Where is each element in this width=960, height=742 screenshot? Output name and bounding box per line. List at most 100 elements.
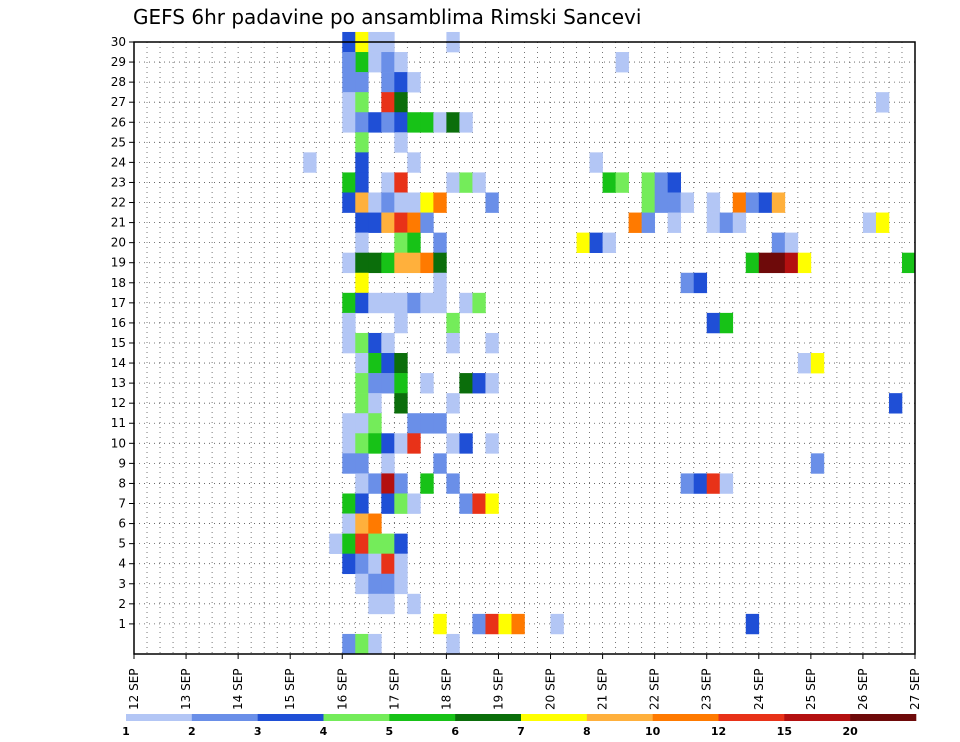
precip-cell xyxy=(355,272,369,294)
precip-cell xyxy=(706,312,721,334)
precip-cell xyxy=(446,633,460,655)
legend-swatch xyxy=(586,714,653,721)
y-tick-label: 24 xyxy=(111,155,126,169)
y-tick-label: 25 xyxy=(111,135,126,149)
precip-cell xyxy=(355,493,369,514)
precip-cell xyxy=(368,52,382,73)
legend-label: 5 xyxy=(386,725,394,738)
precip-cell xyxy=(407,112,421,133)
precip-cell xyxy=(368,513,382,534)
legend-swatch xyxy=(323,714,390,721)
precip-cell xyxy=(602,232,616,253)
precip-cell xyxy=(420,212,434,233)
precip-cell xyxy=(446,473,460,494)
precip-cell xyxy=(784,252,799,274)
y-tick-label: 6 xyxy=(118,517,126,531)
precip-cell xyxy=(355,232,369,253)
legend-swatch xyxy=(126,714,193,721)
precip-cell xyxy=(407,252,421,274)
precip-cell xyxy=(355,633,369,655)
precip-cell xyxy=(342,413,356,434)
precip-cell xyxy=(355,172,369,193)
y-tick-label: 21 xyxy=(111,216,126,230)
precip-cell xyxy=(680,272,695,294)
precip-cell xyxy=(472,292,486,314)
precip-cell xyxy=(342,52,356,73)
precip-cell xyxy=(459,493,473,514)
precip-cell xyxy=(407,593,421,615)
precip-cell xyxy=(355,292,369,314)
legend-label: 15 xyxy=(777,725,792,738)
precip-cell xyxy=(420,112,434,133)
precip-cell xyxy=(355,92,369,113)
x-tick-label: 16 SEP xyxy=(335,668,349,710)
legend-swatch xyxy=(718,714,785,721)
precip-cell xyxy=(394,52,408,73)
precip-cell xyxy=(355,573,369,595)
precip-cell xyxy=(693,272,708,294)
precip-cell xyxy=(433,613,447,635)
precip-cell xyxy=(355,252,369,274)
x-tick-label: 22 SEP xyxy=(648,668,662,710)
x-tick-label: 26 SEP xyxy=(856,668,870,710)
y-tick-label: 28 xyxy=(111,75,126,89)
legend-swatch xyxy=(389,714,456,721)
precip-cell xyxy=(394,433,408,454)
precip-cell xyxy=(407,433,421,454)
precip-cell xyxy=(342,72,356,93)
precip-cell xyxy=(459,112,473,133)
precip-cell xyxy=(641,212,655,233)
precip-cell xyxy=(381,593,395,615)
precip-cell xyxy=(420,373,434,394)
y-tick-label: 23 xyxy=(111,175,126,189)
precip-cell xyxy=(446,393,460,414)
precip-cell xyxy=(368,292,382,314)
precip-cell xyxy=(342,192,356,213)
x-tick-label: 25 SEP xyxy=(804,668,818,710)
precip-cell xyxy=(368,332,382,354)
precip-cell xyxy=(407,192,421,213)
precip-cell xyxy=(433,413,447,434)
precip-cell xyxy=(381,433,395,454)
precip-cell xyxy=(407,152,421,173)
precip-cell xyxy=(355,553,369,575)
precip-cell xyxy=(381,52,395,73)
x-tick-label: 24 SEP xyxy=(752,668,766,710)
y-tick-label: 8 xyxy=(118,476,126,490)
x-tick-label: 21 SEP xyxy=(596,668,610,710)
precip-cell xyxy=(394,493,408,514)
precip-cell xyxy=(875,212,890,233)
precip-cell xyxy=(394,573,408,595)
precip-cell xyxy=(368,633,382,655)
precip-cell xyxy=(745,613,760,635)
precip-cell xyxy=(381,353,395,374)
precip-cell xyxy=(381,493,395,514)
precip-cell xyxy=(810,353,825,374)
x-tick-label: 23 SEP xyxy=(700,668,714,710)
precip-cell xyxy=(745,192,760,213)
precip-cell xyxy=(394,212,408,233)
precip-cell xyxy=(667,212,681,233)
precip-cell xyxy=(381,172,395,193)
y-tick-label: 18 xyxy=(111,276,126,290)
precip-cell xyxy=(368,473,382,494)
precip-cell xyxy=(355,433,369,454)
precip-cell xyxy=(355,72,369,93)
precip-cell xyxy=(381,72,395,93)
legend-label: 7 xyxy=(517,725,525,738)
precip-cell xyxy=(355,332,369,354)
y-tick-label: 16 xyxy=(111,316,126,330)
precip-cell xyxy=(771,192,786,213)
precip-cell xyxy=(680,192,695,213)
plot-frame xyxy=(133,41,916,655)
precip-cell xyxy=(355,192,369,213)
precip-cell xyxy=(654,172,668,193)
precip-cell xyxy=(654,192,668,213)
precip-cell xyxy=(615,172,629,193)
precip-cell xyxy=(355,132,369,153)
legend-swatch xyxy=(191,714,258,721)
precipitation-cells xyxy=(303,31,915,655)
precip-cell xyxy=(797,353,812,374)
precip-cell xyxy=(381,573,395,595)
